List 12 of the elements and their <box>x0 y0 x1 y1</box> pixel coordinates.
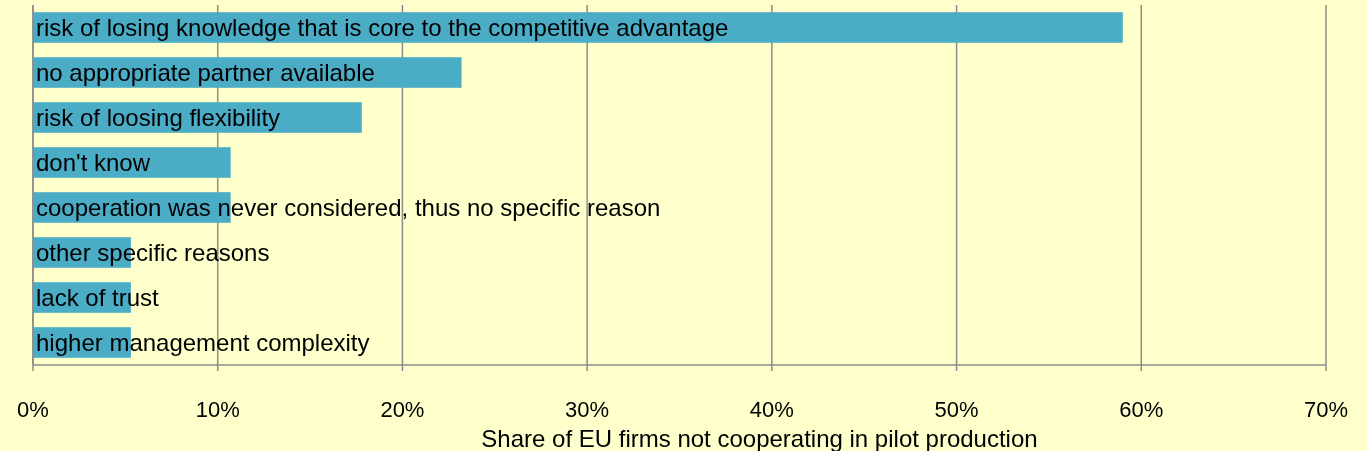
y-tick-label: don't know <box>36 148 151 176</box>
x-tick-label: 60% <box>1119 397 1164 422</box>
x-tick-label: 0% <box>17 397 49 422</box>
x-tick-label: 10% <box>195 397 240 422</box>
x-tick-label: 70% <box>1303 397 1349 422</box>
y-tick-label: risk of losing knowledge that is core to the competitive advantage <box>36 13 729 41</box>
x-tick-label: 30% <box>565 397 610 422</box>
x-tick-label: 40% <box>749 397 794 422</box>
y-tick-label: no appropriate partner available <box>36 58 375 86</box>
x-tick-label: 50% <box>934 397 979 422</box>
x-tick-label: 20% <box>380 397 425 422</box>
y-tick-label: risk of loosing flexibility <box>36 103 281 131</box>
